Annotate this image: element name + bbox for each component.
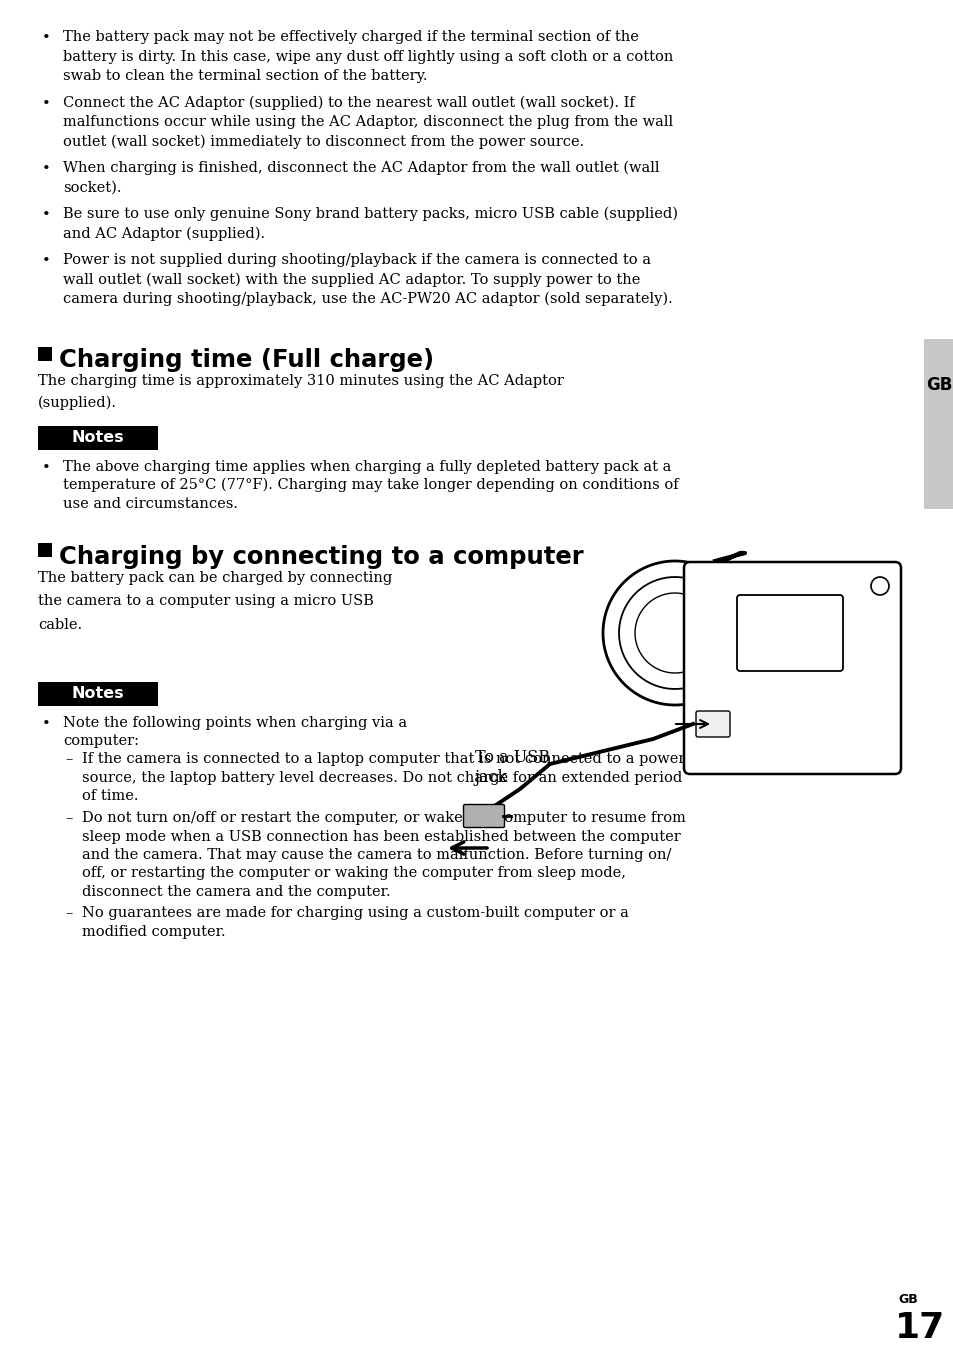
Text: swab to clean the terminal section of the battery.: swab to clean the terminal section of th… (63, 69, 427, 83)
Text: the camera to a computer using a micro USB: the camera to a computer using a micro U… (38, 594, 374, 608)
FancyBboxPatch shape (737, 594, 842, 671)
Text: battery is dirty. In this case, wipe any dust off lightly using a soft cloth or : battery is dirty. In this case, wipe any… (63, 50, 673, 63)
Text: Note the following points when charging via a: Note the following points when charging … (63, 716, 407, 729)
Text: •: • (42, 717, 51, 730)
Text: •: • (42, 97, 51, 110)
Text: To a USB: To a USB (475, 749, 550, 767)
Text: •: • (42, 254, 51, 268)
Text: The above charging time applies when charging a fully depleted battery pack at a: The above charging time applies when cha… (63, 460, 671, 473)
Text: (supplied).: (supplied). (38, 395, 117, 410)
FancyBboxPatch shape (683, 562, 900, 773)
Bar (38, 425, 158, 449)
Text: •: • (42, 161, 51, 176)
Text: modified computer.: modified computer. (82, 925, 226, 939)
Text: cable.: cable. (38, 617, 82, 632)
Text: malfunctions occur while using the AC Adaptor, disconnect the plug from the wall: malfunctions occur while using the AC Ad… (63, 116, 673, 129)
Text: When charging is finished, disconnect the AC Adaptor from the wall outlet (wall: When charging is finished, disconnect th… (63, 161, 659, 175)
Text: No guarantees are made for charging using a custom-built computer or a: No guarantees are made for charging usin… (82, 907, 628, 920)
Text: Connect the AC Adaptor (supplied) to the nearest wall outlet (wall socket). If: Connect the AC Adaptor (supplied) to the… (63, 95, 634, 110)
Bar (38, 682, 158, 706)
Text: Do not turn on/off or restart the computer, or wake the computer to resume from: Do not turn on/off or restart the comput… (82, 811, 685, 824)
Text: GB: GB (924, 377, 951, 394)
Text: wall outlet (wall socket) with the supplied AC adaptor. To supply power to the: wall outlet (wall socket) with the suppl… (63, 273, 639, 286)
Text: Charging time (Full charge): Charging time (Full charge) (59, 348, 434, 373)
Bar (923, 339, 953, 508)
Text: 17: 17 (894, 1311, 944, 1345)
Text: Be sure to use only genuine Sony brand battery packs, micro USB cable (supplied): Be sure to use only genuine Sony brand b… (63, 207, 678, 222)
Text: •: • (42, 460, 51, 475)
Text: The charging time is approximately 310 minutes using the AC Adaptor: The charging time is approximately 310 m… (38, 374, 563, 389)
Text: –: – (65, 752, 72, 767)
Text: source, the laptop battery level decreases. Do not charge for an extended period: source, the laptop battery level decreas… (82, 771, 681, 785)
Text: GB: GB (897, 1293, 917, 1306)
Text: jack: jack (475, 769, 508, 785)
Text: sleep mode when a USB connection has been established between the computer: sleep mode when a USB connection has bee… (82, 830, 680, 843)
Text: off, or restarting the computer or waking the computer from sleep mode,: off, or restarting the computer or wakin… (82, 866, 625, 881)
Text: camera during shooting/playback, use the AC-PW20 AC adaptor (sold separately).: camera during shooting/playback, use the… (63, 292, 672, 307)
FancyBboxPatch shape (463, 804, 504, 827)
Text: and the camera. That may cause the camera to malfunction. Before turning on/: and the camera. That may cause the camer… (82, 847, 671, 862)
Text: •: • (42, 31, 51, 44)
Text: disconnect the camera and the computer.: disconnect the camera and the computer. (82, 885, 390, 898)
Text: If the camera is connected to a laptop computer that is not connected to a power: If the camera is connected to a laptop c… (82, 752, 684, 767)
Text: •: • (42, 208, 51, 222)
Text: temperature of 25°C (77°F). Charging may take longer depending on conditions of: temperature of 25°C (77°F). Charging may… (63, 477, 678, 492)
Text: and AC Adaptor (supplied).: and AC Adaptor (supplied). (63, 226, 265, 241)
Text: of time.: of time. (82, 790, 138, 803)
Text: Power is not supplied during shooting/playback if the camera is connected to a: Power is not supplied during shooting/pl… (63, 253, 650, 268)
Text: The battery pack can be charged by connecting: The battery pack can be charged by conne… (38, 572, 392, 585)
FancyBboxPatch shape (696, 712, 729, 737)
Text: Notes: Notes (71, 686, 124, 701)
Text: outlet (wall socket) immediately to disconnect from the power source.: outlet (wall socket) immediately to disc… (63, 134, 583, 149)
Bar (38, 543, 52, 557)
Text: The battery pack may not be effectively charged if the terminal section of the: The battery pack may not be effectively … (63, 30, 639, 44)
Text: computer:: computer: (63, 734, 139, 748)
Circle shape (870, 577, 888, 594)
Text: Charging by connecting to a computer: Charging by connecting to a computer (59, 545, 583, 569)
Bar (38, 347, 52, 360)
Text: Notes: Notes (71, 430, 124, 445)
Text: –: – (65, 811, 72, 824)
Text: socket).: socket). (63, 180, 121, 195)
Text: use and circumstances.: use and circumstances. (63, 496, 237, 511)
Text: –: – (65, 907, 72, 920)
